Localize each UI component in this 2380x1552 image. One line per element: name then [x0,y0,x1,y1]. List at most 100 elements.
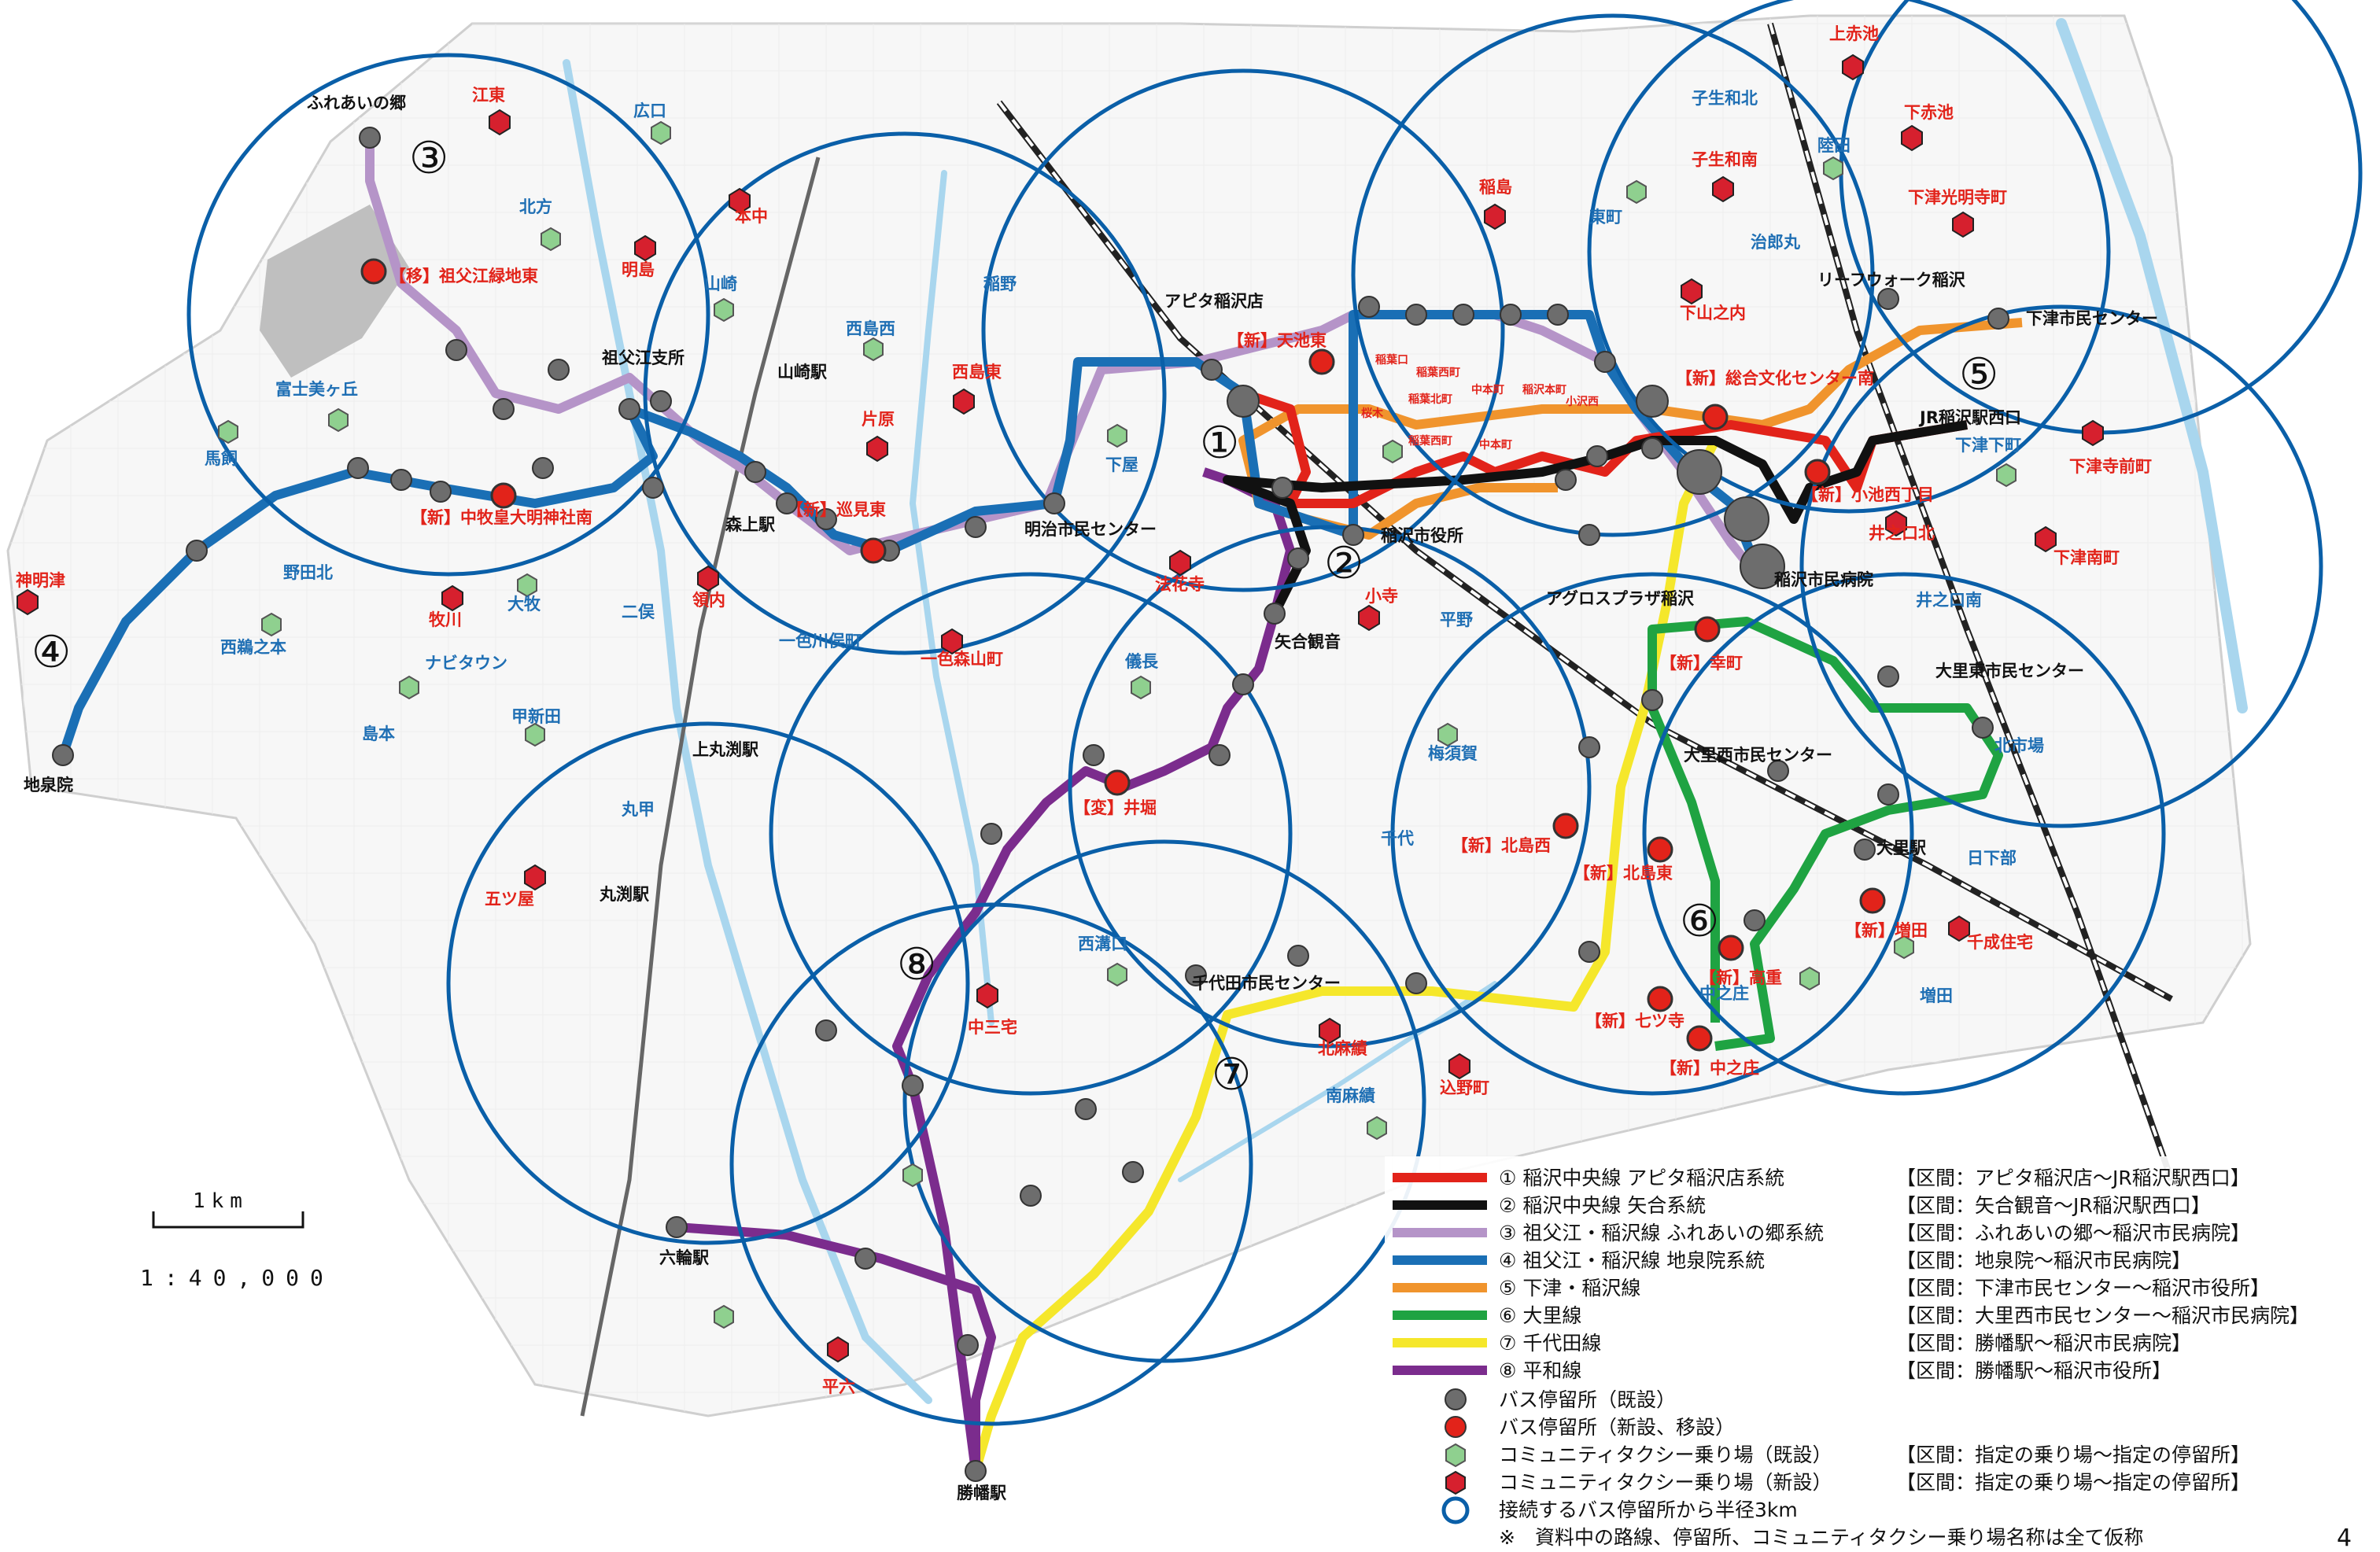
label-kamimaruchi: 上丸渕駅 [692,740,759,759]
legend-symbol-3: コミュニティタクシー乗り場（既設） [1499,1443,1832,1466]
svg-text:一色川俣町: 一色川俣町 [779,632,862,651]
svg-text:増田: 増田 [1920,986,1953,1005]
new-stop-labels: 【移】祖父江緑地東 【新】中牧皇大明神社南 【新】巡見東 【新】天池東 【新】総… [389,267,1934,1078]
svg-text:千代: 千代 [1381,829,1414,848]
legend-item-2: ② 稲沢中央線 矢合系統 [1499,1194,1706,1217]
svg-text:下屋: 下屋 [1105,455,1138,474]
svg-text:上赤池: 上赤池 [1829,24,1879,43]
svg-text:稲島: 稲島 [1479,178,1512,197]
svg-text:富士美ヶ丘: 富士美ヶ丘 [275,380,358,399]
svg-text:下津下町: 下津下町 [1955,436,2021,455]
scale-distance: 1km [193,1189,249,1213]
rivers [563,18,2248,1404]
svg-text:西島西: 西島西 [846,319,895,338]
svg-text:一色森山町: 一色森山町 [921,650,1003,669]
svg-text:馬飼: 馬飼 [205,449,238,468]
label-setsu: 【新】七ツ寺 [1585,1012,1684,1030]
svg-text:ナビタウン: ナビタウン [425,654,507,673]
legend-section-4: 【区間：地泉院～稲沢市民病院】 [1896,1249,2191,1272]
svg-text:甲新田: 甲新田 [511,707,561,726]
svg-text:日下部: 日下部 [1967,849,2017,868]
svg-text:井之口北: 井之口北 [1869,524,1935,543]
legend-radius-icon [1441,1496,1470,1524]
svg-text:治郎丸: 治郎丸 [1751,233,1801,252]
svg-text:稲葉西町: 稲葉西町 [1416,366,1460,379]
label-moriage: 森上駅 [725,515,776,534]
label-maruchi: 丸渕駅 [599,885,650,904]
label-saiwai: 【新】幸町 [1660,654,1743,673]
label-hospital: 稲沢市民病院 [1774,570,1873,589]
svg-text:稲沢本町: 稲沢本町 [1522,383,1566,396]
legend-section-3: 【区間：ふれあいの郷～稲沢市民病院】 [1896,1222,2250,1244]
svg-text:下津南町: 下津南町 [2053,548,2120,567]
legend-symbol-1: バス停留所（既設） [1499,1388,1676,1411]
svg-text:二俣: 二俣 [622,603,655,621]
inner-stop-labels: 稲葉口 稲葉西町 桜木 中本町 稲沢本町 小沢西 稲葉西町 稲葉北町 中本町 [1361,353,1599,452]
bus-stops-existing [52,127,2009,1482]
svg-text:明島: 明島 [622,260,655,279]
route-number-2: ② [1324,538,1363,589]
svg-text:梅須賀: 梅須賀 [1428,744,1478,763]
label-nakamaki: 【新】中牧皇大明神社南 [411,508,592,527]
svg-text:下山之内: 下山之内 [1680,304,1746,323]
label-mimi: 【新】巡見東 [787,500,886,519]
label-leafwalk: リーフウォーク稲沢 [1817,271,1966,289]
legend-symbol-5: 接続するバス停留所から半径3km [1499,1499,1798,1521]
label-apita: アピタ稲沢店 [1164,292,1264,311]
label-fureai: ふれあいの郷 [307,94,406,112]
label-amaike: 【新】天池東 [1227,331,1327,350]
legend-stop-existing-icon [1445,1388,1467,1410]
label-i: 【変】井堀 [1074,798,1157,817]
legend-item-3: ③ 祖父江・稲沢線 ふれあいの郷系統 [1499,1222,1824,1244]
svg-text:千成住宅: 千成住宅 [1967,933,2033,952]
svg-text:込野町: 込野町 [1440,1078,1489,1097]
svg-text:中本町: 中本町 [1479,438,1512,452]
svg-text:子生和北: 子生和北 [1692,89,1758,108]
label-agros: アグロスプラザ稲沢 [1546,589,1695,608]
svg-text:中之庄: 中之庄 [1699,984,1749,1003]
legend-taxi-new-icon [1445,1470,1466,1495]
svg-text:陸田: 陸田 [1817,136,1850,155]
station-labels: ふれあいの郷 祖父江支所 山崎駅 森上駅 アピタ稲沢店 明治市民センター 稲沢市… [24,94,2158,1502]
svg-text:島本: 島本 [362,724,395,743]
label-koike: 【新】小池西丁目 [1802,485,1934,504]
legend-taxi-existing-icon [1445,1443,1466,1468]
svg-text:大牧: 大牧 [507,595,541,614]
svg-text:西鵜之本: 西鵜之本 [220,638,286,657]
label-sofue-ryokuchi: 【移】祖父江緑地東 [389,267,538,286]
svg-text:井之口南: 井之口南 [1916,591,1982,610]
legend-section-6: 【区間：大里西市民センター～稲沢市民病院】 [1896,1304,2309,1327]
taxi-new-labels: 江東 本中 明島 神明津 牧川 領内 西島東 片原 法花寺 一色森山町 稲島 子… [16,24,2152,1396]
legend-symbol-4: コミュニティタクシー乗り場（新設） [1499,1471,1832,1494]
label-kachiman: 勝幡駅 [957,1484,1007,1502]
label-kitajima-higashi: 【新】北島東 [1574,864,1673,883]
legend-item-1: ① 稲沢中央線 アピタ稲沢店系統 [1499,1167,1784,1189]
svg-text:小寺: 小寺 [1365,587,1398,606]
label-sofue-shisho: 祖父江支所 [601,348,684,367]
svg-text:南麻績: 南麻績 [1326,1086,1375,1105]
legend-note: ※ 資料中の路線、停留所、コミュニティタクシー乗り場名称は全て仮称 [1499,1526,2143,1549]
svg-text:小沢西: 小沢西 [1566,395,1599,408]
svg-text:下津光明寺町: 下津光明寺町 [1908,188,2007,207]
legend-section-5: 【区間：下津市民センター～稲沢市役所】 [1896,1277,2270,1299]
legend-item-8: ⑧ 平和線 [1499,1359,1581,1382]
svg-text:下津寺前町: 下津寺前町 [2069,457,2152,476]
legend-section-7: 【区間：勝幡駅～稲沢市民病院】 [1896,1332,2191,1355]
svg-text:片原: 片原 [862,410,895,429]
legend-symbol-4-section: 【区間：指定の乗り場～指定の停留所】 [1896,1471,2250,1494]
route-2-line [1223,420,1968,616]
label-yamazaki: 山崎駅 [777,363,828,382]
svg-text:西島東: 西島東 [952,363,1002,382]
legend-section-8: 【区間：勝幡駅～稲沢市役所】 [1896,1359,2172,1382]
legend-symbol-3-section: 【区間：指定の乗り場～指定の停留所】 [1896,1443,2250,1466]
svg-text:中本町: 中本町 [1471,383,1504,396]
svg-text:稲葉北町: 稲葉北町 [1408,393,1452,406]
svg-text:平六: 平六 [822,1377,855,1396]
svg-text:子生和南: 子生和南 [1692,150,1758,169]
legend: ① 稲沢中央線 アピタ稲沢店系統 ② 稲沢中央線 矢合系統 ③ 祖父江・稲沢線 … [1385,1156,2380,1552]
page-number: 4 [2337,1524,2352,1552]
radius-circles [186,0,2363,1426]
legend-item-7: ⑦ 千代田線 [1499,1332,1601,1355]
label-osato-nishi: 大里西市民センター [1684,746,1832,765]
